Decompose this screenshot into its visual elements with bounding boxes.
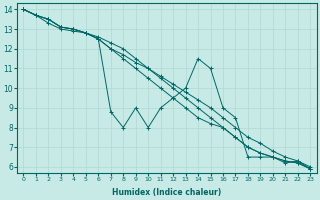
X-axis label: Humidex (Indice chaleur): Humidex (Indice chaleur) [112, 188, 221, 197]
